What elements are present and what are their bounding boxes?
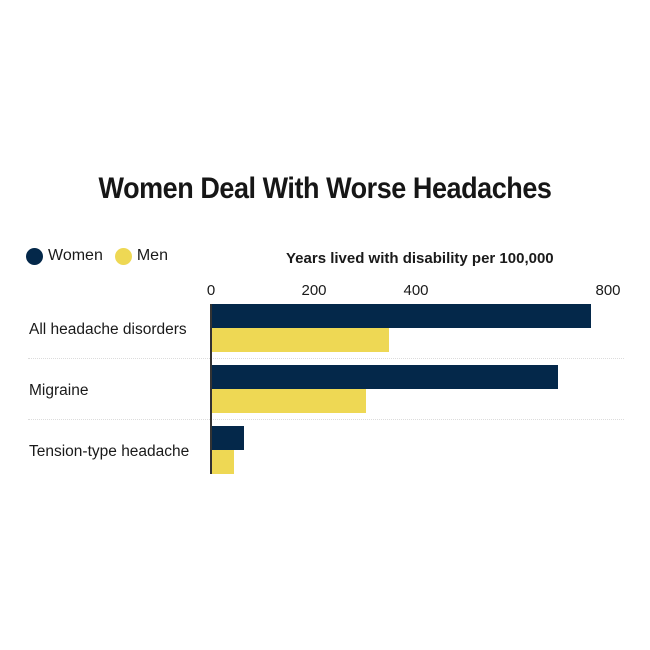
bar-men-0 [211, 328, 389, 352]
chart-title: Women Deal With Worse Headaches [98, 172, 552, 205]
legend: Women Men [26, 247, 180, 265]
row-separator [28, 358, 624, 359]
category-label-all-headache: All headache disorders [29, 321, 187, 338]
bar-men-2 [211, 450, 234, 474]
women-swatch-icon [26, 247, 43, 265]
x-tick-200: 200 [301, 282, 327, 299]
row-separator [28, 419, 624, 420]
category-label-migraine: Migraine [29, 382, 89, 399]
bar-men-1 [211, 389, 366, 413]
bar-women-1 [211, 365, 558, 389]
men-swatch-icon [114, 247, 132, 265]
legend-item-women: Women [26, 247, 103, 265]
x-tick-400: 400 [403, 282, 429, 299]
category-label-tension-type: Tension-type headache [29, 443, 190, 460]
bar-women-2 [211, 426, 244, 450]
legend-item-men: Men [114, 247, 168, 265]
x-tick-0: 0 [206, 282, 216, 299]
bar-women-0 [211, 304, 591, 328]
legend-label-women: Women [48, 247, 103, 264]
legend-label-men: Men [136, 247, 168, 264]
x-tick-800: 800 [595, 282, 621, 299]
y-axis-line [210, 304, 212, 474]
x-axis-title: Years lived with disability per 100,000 [286, 250, 554, 267]
